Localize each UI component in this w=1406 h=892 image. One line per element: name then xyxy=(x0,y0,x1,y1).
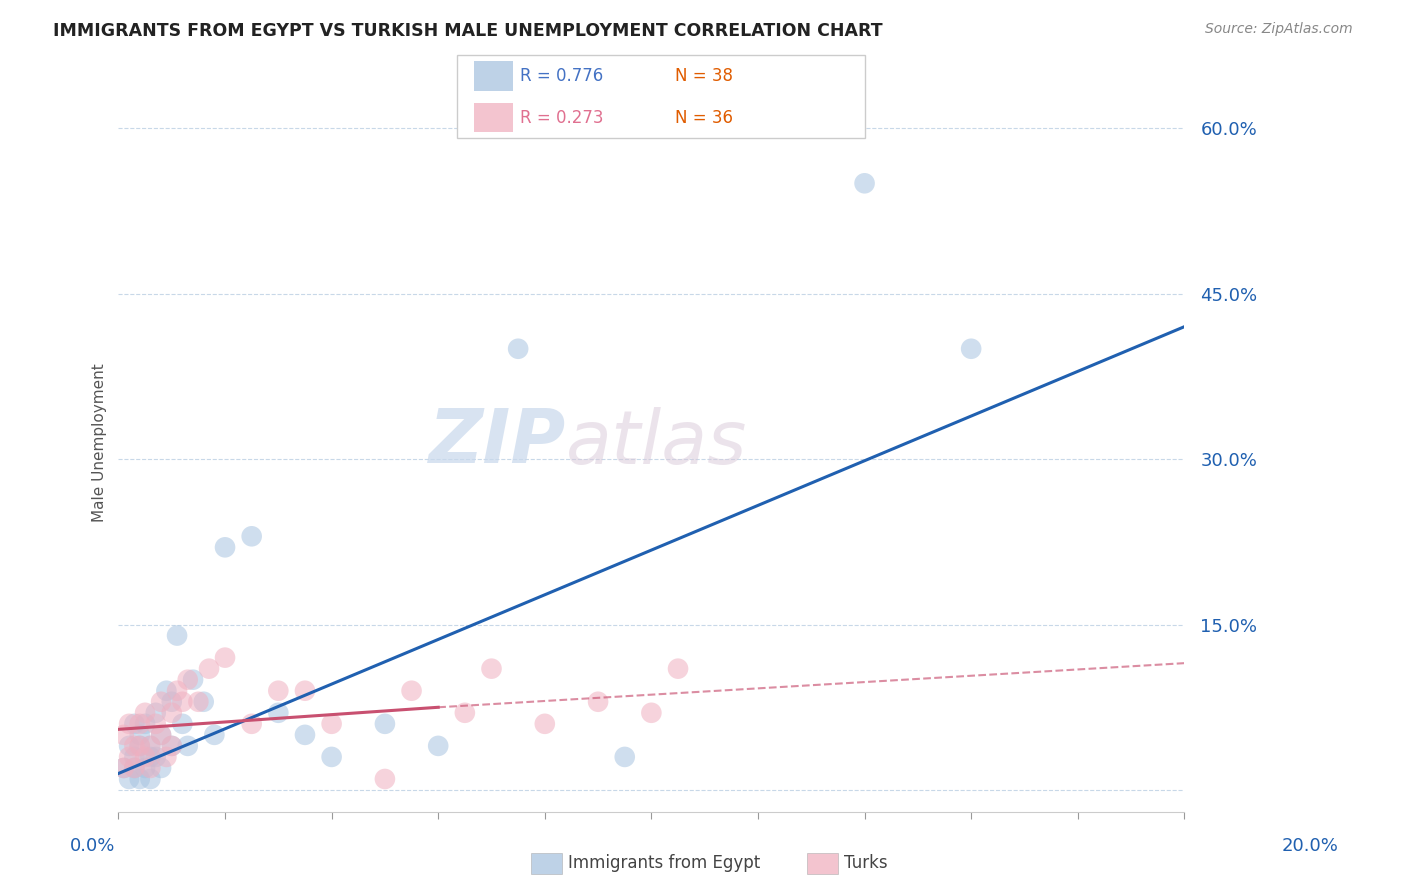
Text: 0.0%: 0.0% xyxy=(70,837,115,855)
Point xyxy=(150,695,173,709)
Point xyxy=(240,716,263,731)
Point xyxy=(150,728,173,742)
Point xyxy=(150,728,173,742)
Point xyxy=(128,772,150,786)
Point xyxy=(160,706,183,720)
Point xyxy=(214,650,236,665)
Point xyxy=(172,716,194,731)
Point xyxy=(166,683,188,698)
Point xyxy=(181,673,204,687)
Text: 20.0%: 20.0% xyxy=(1282,837,1339,855)
Point xyxy=(214,541,236,555)
Text: atlas: atlas xyxy=(567,407,748,478)
Point xyxy=(145,716,167,731)
Text: N = 38: N = 38 xyxy=(675,67,733,85)
Point xyxy=(118,750,141,764)
Text: N = 36: N = 36 xyxy=(675,109,733,127)
Text: Source: ZipAtlas.com: Source: ZipAtlas.com xyxy=(1205,22,1353,37)
Point xyxy=(294,683,316,698)
Point xyxy=(124,716,146,731)
Point xyxy=(586,695,609,709)
Point xyxy=(139,761,162,775)
Point xyxy=(640,706,662,720)
Point xyxy=(321,750,343,764)
Point xyxy=(294,728,316,742)
Point xyxy=(118,716,141,731)
Text: Turks: Turks xyxy=(844,855,887,872)
Point xyxy=(118,739,141,753)
Point xyxy=(666,662,689,676)
Point xyxy=(134,761,156,775)
Point xyxy=(160,739,183,753)
Point xyxy=(166,629,188,643)
Point xyxy=(454,706,477,720)
Point xyxy=(155,750,177,764)
Point xyxy=(145,706,167,720)
Point xyxy=(267,683,290,698)
Point xyxy=(613,750,636,764)
Point xyxy=(128,716,150,731)
Point xyxy=(853,176,876,190)
Point xyxy=(508,342,530,356)
Point xyxy=(160,739,183,753)
Point xyxy=(155,683,177,698)
Point xyxy=(139,739,162,753)
Point xyxy=(321,716,343,731)
Point xyxy=(128,739,150,753)
Point xyxy=(150,761,173,775)
Point xyxy=(374,772,396,786)
Point xyxy=(960,342,983,356)
Y-axis label: Male Unemployment: Male Unemployment xyxy=(93,363,107,522)
Point xyxy=(139,772,162,786)
Point xyxy=(128,739,150,753)
Point xyxy=(112,761,135,775)
Text: R = 0.273: R = 0.273 xyxy=(520,109,603,127)
Point xyxy=(427,739,450,753)
Point xyxy=(139,739,162,753)
Point xyxy=(139,750,162,764)
Point xyxy=(240,529,263,543)
Point xyxy=(401,683,423,698)
Point xyxy=(172,695,194,709)
Text: ZIP: ZIP xyxy=(429,406,567,479)
Point xyxy=(160,695,183,709)
Point xyxy=(198,662,221,676)
Text: Immigrants from Egypt: Immigrants from Egypt xyxy=(568,855,761,872)
Point xyxy=(124,761,146,775)
Point xyxy=(267,706,290,720)
Point xyxy=(124,750,146,764)
Point xyxy=(124,761,146,775)
Point xyxy=(202,728,225,742)
Point xyxy=(145,750,167,764)
Text: IMMIGRANTS FROM EGYPT VS TURKISH MALE UNEMPLOYMENT CORRELATION CHART: IMMIGRANTS FROM EGYPT VS TURKISH MALE UN… xyxy=(53,22,883,40)
Point xyxy=(177,739,200,753)
Point xyxy=(112,728,135,742)
Point xyxy=(134,706,156,720)
Point xyxy=(118,772,141,786)
Point xyxy=(481,662,503,676)
Point xyxy=(374,716,396,731)
Point xyxy=(128,728,150,742)
Point xyxy=(134,750,156,764)
Point xyxy=(177,673,200,687)
Point xyxy=(112,761,135,775)
Point xyxy=(193,695,215,709)
Point xyxy=(533,716,555,731)
Point xyxy=(187,695,209,709)
Text: R = 0.776: R = 0.776 xyxy=(520,67,603,85)
Point xyxy=(124,739,146,753)
Point xyxy=(134,716,156,731)
